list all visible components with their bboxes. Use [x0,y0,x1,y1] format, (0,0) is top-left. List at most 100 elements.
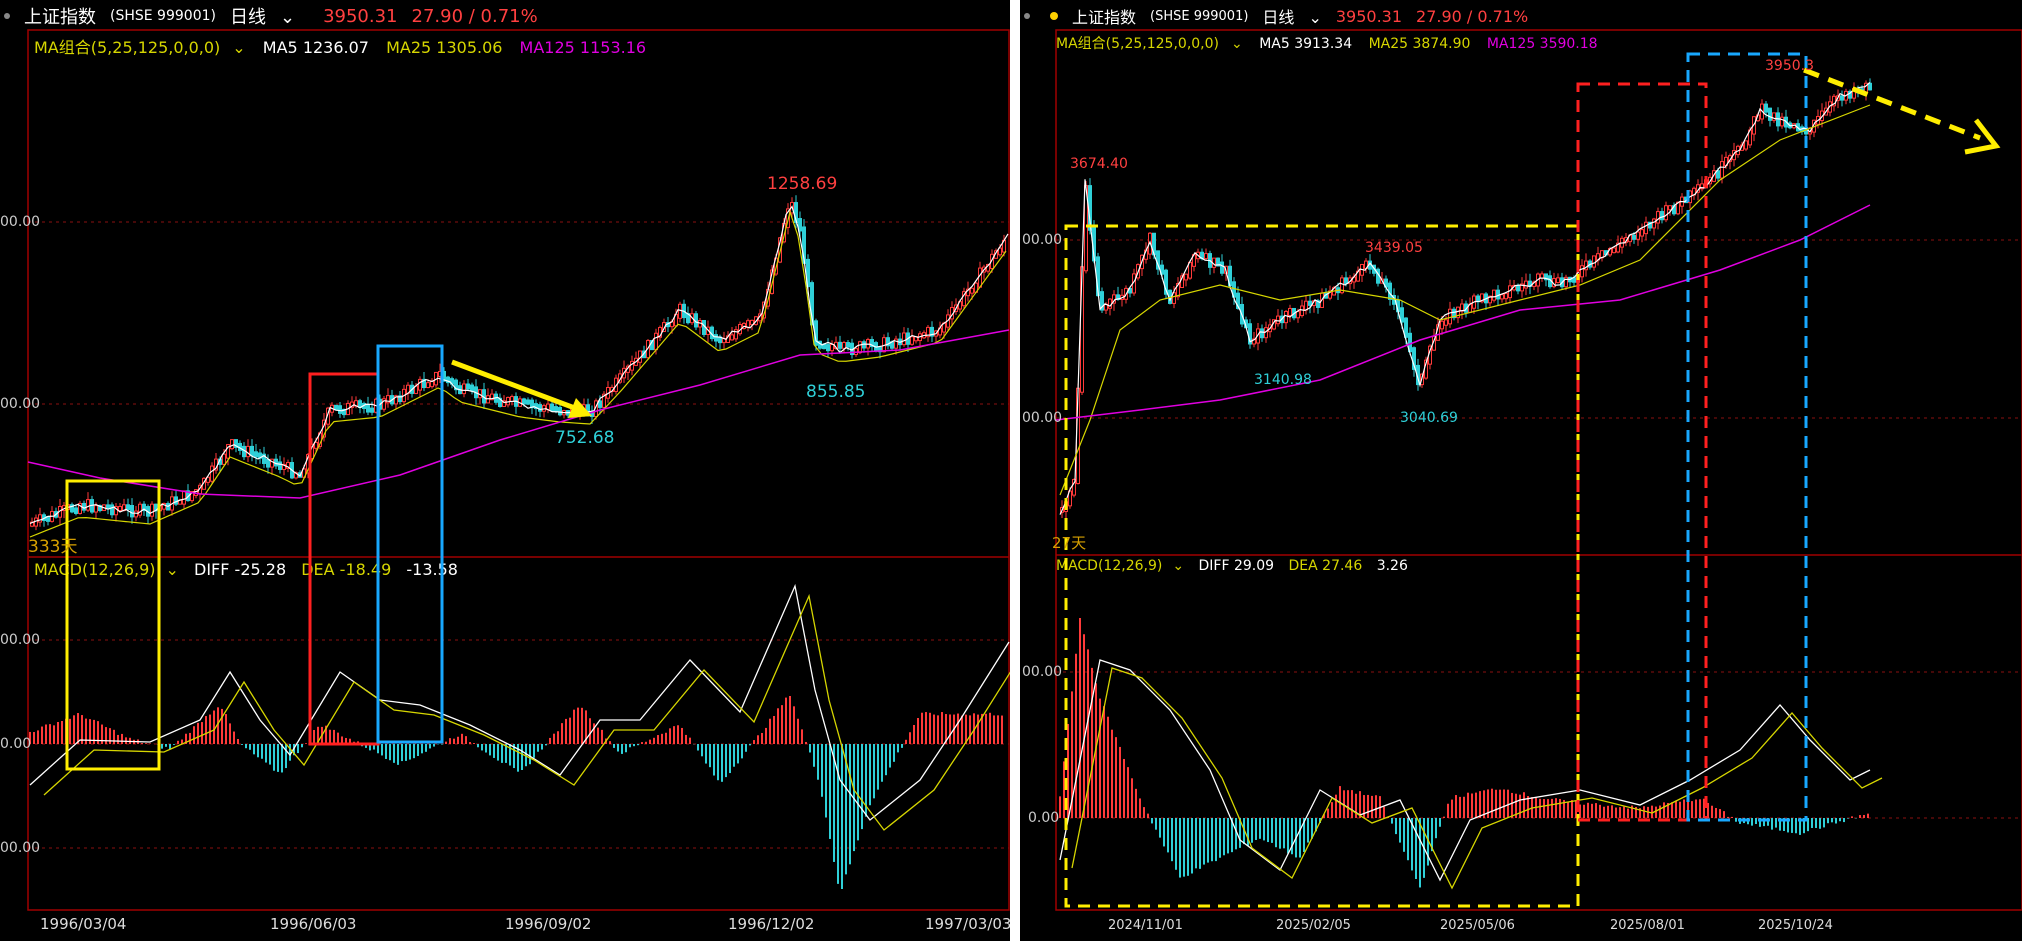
candle-body [1448,308,1452,325]
plot-frame [1055,29,2022,911]
period-selector[interactable]: 日线 ⌄ [230,3,309,29]
candle-body [86,499,90,511]
ma-legend: MA组合(5,25,125,0,0,0) ⌄ MA5 3913.34 MA25 3… [1056,33,1610,53]
candle-body [554,406,558,412]
candle-body [1592,255,1596,268]
ma-selector[interactable]: MA组合(5,25,125,0,0,0) ⌄ [1056,36,1243,52]
macd-label: MACD(12,26,9) [34,560,156,579]
candle-body [1700,183,1704,190]
candle-body [230,439,234,450]
bullet-icon [4,13,10,19]
ma-label: MA组合(5,25,125,0,0,0) [1056,36,1219,52]
candle-body [1488,295,1492,304]
ma-selector[interactable]: MA组合(5,25,125,0,0,0) ⌄ [34,38,246,57]
candle-body [1624,237,1628,243]
diff-line [29,583,1010,821]
candle-body [1648,221,1652,229]
y-label: 00.00 [1022,410,1063,426]
date-label: 1996/09/02 [505,915,592,933]
candle-body [110,504,114,516]
candle-body [502,400,506,407]
candle-body [134,510,138,518]
candle-body [470,384,474,392]
candle-body [662,322,666,333]
candle-body [234,439,238,448]
candle-body [962,291,966,307]
candle-body [902,332,906,346]
candle-body [1660,211,1664,221]
candle-body [250,445,254,457]
candle-body [746,320,750,328]
candle-body [654,332,658,351]
candle-body [1612,247,1616,254]
candle-body [1252,338,1256,345]
candle-body [970,287,974,294]
date-label: 1996/06/03 [270,915,357,933]
diff-line [1059,659,1871,882]
candle-body [1444,319,1448,326]
candle-body [750,319,754,326]
candle-body [1452,308,1456,319]
candle-body [1492,289,1496,301]
candle-body [1440,320,1444,330]
ma5-line [29,205,1009,524]
chart-header: 上证指数 (SHSE 999001) 日线 ⌄ 3950.31 27.90 / 0… [1020,0,2022,32]
right-chart-panel: 上证指数 (SHSE 999001) 日线 ⌄ 3950.31 27.90 / 0… [1020,0,2022,941]
candle-body [1504,293,1508,300]
date-label: 1997/03/03 [925,915,1012,933]
candle-body [1220,261,1224,274]
candle-body [262,453,266,464]
highlight-box-red [308,372,380,746]
candle-body [426,382,430,389]
candle-body [1668,205,1672,211]
candle-body [630,360,634,371]
candle-body [1768,107,1772,121]
period-label: 日线 [1262,8,1295,27]
candle-body [1556,277,1560,284]
candle-body [1176,282,1180,298]
days-label: 27天 [1052,534,1087,552]
macd-selector[interactable]: MACD(12,26,9) ⌄ [34,560,179,579]
index-name[interactable]: 上证指数 [1072,8,1137,27]
highlight-box-red [1576,82,1708,822]
macd-selector[interactable]: MACD(12,26,9) ⌄ [1056,558,1185,574]
candle-body [894,338,898,349]
period-selector[interactable]: 日线 ⌄ [1262,8,1322,27]
plot-frame [27,29,1010,911]
candle-body [446,376,450,384]
diff-value: DIFF 29.09 [1198,558,1275,574]
candle-body [190,490,194,502]
candle-body [254,451,258,458]
candle-body [370,407,374,413]
highlight-box-blue [376,344,444,744]
candle-body [466,383,470,390]
candle-body [534,403,538,410]
candle-body [1480,293,1484,303]
candle-body [1400,307,1404,323]
candle-body [1780,116,1784,127]
candle-body [1108,298,1112,309]
candle-body [334,404,338,411]
candle-body [526,399,530,405]
candle-body [1540,273,1544,279]
date-label: 2025/08/01 [1610,918,1685,933]
index-name[interactable]: 上证指数 [24,7,96,28]
candle-body [1584,260,1588,271]
chevron-down-icon: ⌄ [279,7,296,28]
ma5-value: MA5 3913.34 [1259,36,1353,52]
y-label: 00.00 [0,396,41,412]
candle-body [270,458,274,468]
y-label: 00.00 [1022,664,1063,680]
candle-body [998,247,1002,256]
candle-body [1260,328,1264,339]
y-label: 00.00 [0,214,41,230]
candle-body [1344,277,1348,285]
candle-body [94,505,98,513]
candle-body [1296,311,1300,319]
left-chart-panel: 上证指数 (SHSE 999001) 日线 ⌄ 3950.31 27.90 / 0… [0,0,1012,941]
candle-body [1656,211,1660,224]
candle-body [734,329,738,340]
candle-body [1772,112,1776,121]
candle-body [286,462,290,469]
high-label: 3674.40 [1070,156,1128,172]
